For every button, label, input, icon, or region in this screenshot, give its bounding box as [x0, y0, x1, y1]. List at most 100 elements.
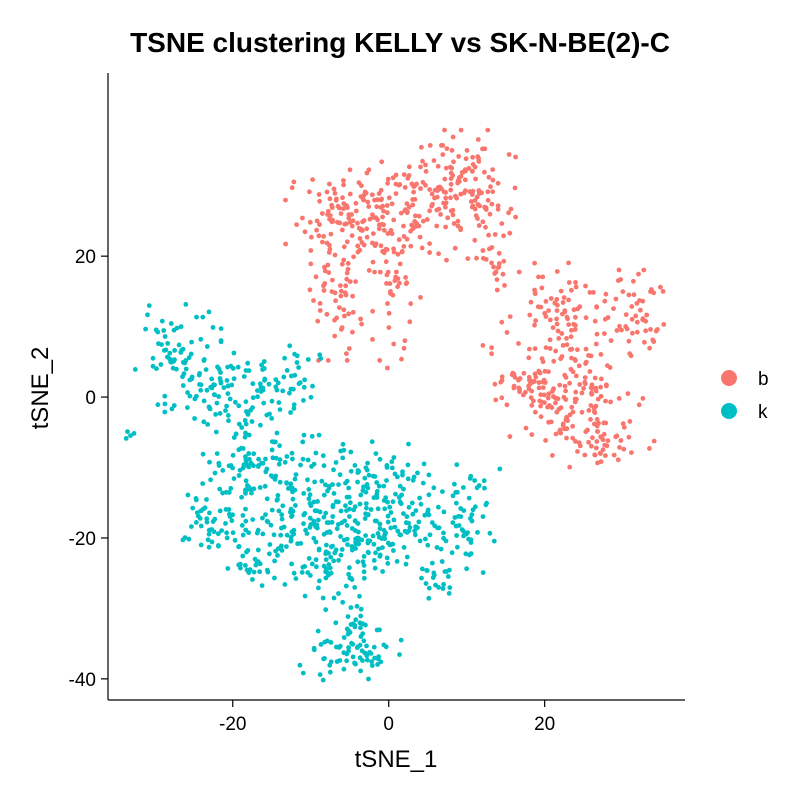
- point-k: [236, 403, 242, 409]
- point-k: [217, 411, 223, 416]
- point-b: [541, 392, 547, 398]
- point-b: [563, 417, 569, 423]
- point-k: [243, 430, 248, 436]
- point-b: [344, 221, 349, 227]
- point-b: [517, 389, 522, 395]
- point-k: [181, 371, 187, 377]
- point-b: [601, 420, 607, 426]
- point-b: [463, 188, 468, 194]
- point-b: [485, 189, 491, 195]
- point-b: [410, 202, 416, 208]
- point-k: [358, 634, 364, 639]
- point-k: [302, 377, 307, 383]
- point-b: [395, 251, 401, 257]
- point-k: [243, 563, 248, 568]
- point-b: [555, 396, 561, 402]
- point-b: [576, 363, 582, 369]
- point-b: [499, 395, 505, 401]
- point-k: [310, 383, 315, 389]
- point-k: [275, 380, 281, 386]
- point-b: [443, 190, 448, 195]
- point-k: [155, 329, 161, 335]
- point-b: [423, 169, 429, 174]
- point-k: [267, 551, 272, 557]
- point-b: [641, 267, 647, 273]
- point-k: [292, 372, 298, 378]
- point-b: [332, 190, 338, 196]
- point-k: [336, 482, 341, 487]
- point-b: [443, 204, 448, 210]
- point-b: [643, 328, 649, 334]
- point-b: [593, 388, 599, 394]
- point-b: [443, 165, 449, 171]
- point-b: [448, 181, 454, 187]
- point-k: [363, 501, 369, 506]
- point-k: [208, 477, 214, 483]
- point-k: [291, 570, 297, 576]
- point-b: [620, 421, 626, 427]
- point-b: [546, 308, 551, 313]
- point-k: [352, 585, 358, 590]
- x-axis-ticks: -20 0 20: [219, 700, 555, 735]
- point-b: [560, 300, 566, 305]
- point-b: [528, 381, 533, 386]
- point-k: [306, 496, 312, 502]
- point-b: [554, 269, 560, 274]
- point-b: [486, 174, 492, 180]
- point-b: [546, 369, 551, 375]
- point-k: [223, 507, 229, 512]
- point-k: [484, 500, 489, 506]
- point-k: [272, 558, 277, 564]
- point-b: [431, 158, 437, 164]
- point-b: [406, 204, 412, 210]
- point-b: [491, 264, 496, 270]
- point-b: [650, 337, 656, 343]
- point-b: [385, 210, 390, 216]
- point-b: [365, 199, 371, 205]
- point-k: [371, 644, 377, 650]
- point-b: [529, 388, 535, 394]
- point-k: [194, 393, 199, 399]
- point-k: [217, 486, 223, 492]
- point-k: [123, 436, 129, 441]
- point-b: [344, 351, 349, 356]
- point-k: [403, 561, 409, 567]
- point-b: [508, 206, 514, 212]
- point-k: [263, 456, 268, 462]
- point-b: [532, 346, 538, 352]
- point-b: [543, 299, 549, 304]
- point-b: [329, 289, 335, 294]
- point-b: [543, 438, 548, 443]
- point-k: [209, 376, 215, 382]
- point-k: [251, 569, 257, 575]
- point-b: [355, 220, 360, 226]
- point-k: [375, 662, 380, 667]
- point-b: [342, 290, 348, 296]
- point-b: [320, 239, 325, 245]
- point-b: [463, 156, 469, 162]
- point-k: [321, 656, 326, 662]
- point-k: [362, 475, 368, 481]
- point-k: [288, 481, 294, 487]
- point-k: [324, 542, 329, 548]
- point-k: [200, 481, 206, 486]
- point-b: [390, 292, 396, 298]
- point-k: [321, 463, 327, 469]
- point-k: [306, 556, 312, 561]
- point-b: [571, 307, 577, 313]
- point-b: [476, 159, 482, 164]
- point-b: [283, 241, 288, 247]
- point-k: [377, 456, 383, 462]
- point-b: [603, 453, 608, 458]
- point-k: [235, 364, 241, 370]
- point-b: [307, 219, 313, 225]
- point-k: [231, 350, 237, 356]
- point-k: [346, 571, 351, 577]
- point-k: [243, 506, 248, 512]
- point-k: [454, 462, 460, 468]
- point-b: [448, 187, 454, 193]
- point-k: [355, 470, 361, 475]
- point-k: [292, 351, 297, 357]
- point-b: [383, 259, 389, 265]
- point-b: [452, 245, 458, 251]
